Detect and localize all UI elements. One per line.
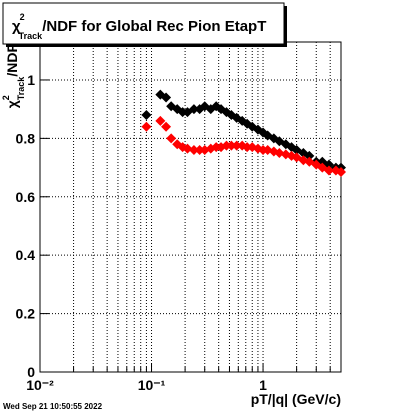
data-point [242,142,253,153]
ylabel-sub: Track [16,76,26,101]
data-point [182,143,193,154]
x-tick-label: 1 [259,377,267,393]
y-tick-label: 0 [27,364,35,380]
data-point [141,110,152,121]
y-tick-label: 0.4 [16,247,36,263]
plot-frame [39,41,342,373]
data-point [247,142,258,153]
plot-area [39,42,346,373]
timestamp: Wed Sep 21 10:50:55 2022 [3,402,103,411]
data-point [188,145,199,156]
title-box [2,2,285,45]
data-point [323,165,334,176]
data-point [304,150,315,161]
data-point [161,121,172,132]
ylabel-sup: 2 [1,95,11,100]
y-axis-label: χ2 Track/NDF [1,44,26,109]
x-tick-label: 10⁻¹ [138,377,166,393]
y-tick-label: 0.8 [16,130,36,146]
data-point [161,92,172,103]
y-tick-label: 1 [27,72,35,88]
ylabel-symbol: χ [4,100,20,108]
data-point [231,140,242,151]
y-tick-label: 0.6 [16,189,36,205]
chart-title: χ2 Track/NDF for Global Rec Pion EtapT [12,12,266,41]
ylabel-text: /NDF [4,44,20,77]
title-sup: 2 [20,12,25,22]
y-tick-label: 0.2 [16,306,36,322]
data-point [226,140,237,151]
title-symbol: χ [12,18,21,35]
data-point [166,133,177,144]
data-point [141,121,152,132]
data-point [155,115,166,126]
data-point [188,104,199,115]
title-sub: Track [19,31,44,41]
x-axis-label: pT/|q| (GeV/c) [251,391,341,407]
x-tick-label: 10⁻² [26,377,54,393]
title-text: /NDF for Global Rec Pion EtapT [42,18,266,35]
data-point [336,166,346,177]
data-point [247,121,258,132]
data-point [194,145,205,156]
data-point [274,147,285,158]
